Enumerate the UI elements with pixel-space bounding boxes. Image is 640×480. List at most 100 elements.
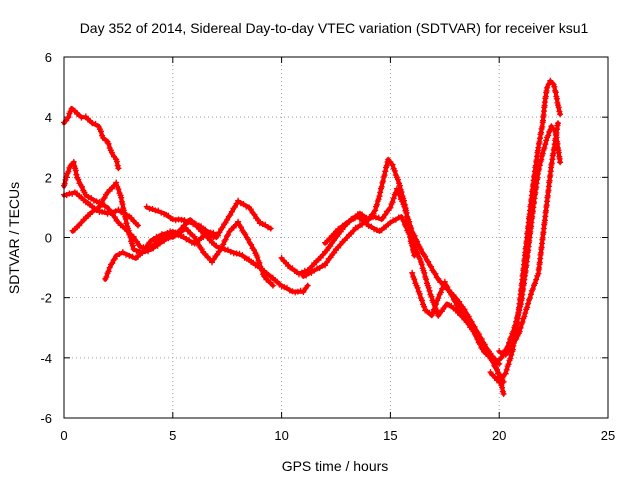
y-tick-label: -6 [40,411,52,426]
data-point-marker [259,267,266,274]
data-point-marker [412,244,419,251]
data-point-marker [172,217,179,224]
data-point-marker [127,234,134,241]
data-point-marker [118,194,125,201]
data-point-marker [498,354,505,361]
data-point-marker [82,191,89,198]
data-point-marker [111,214,118,220]
data-point-marker [414,238,421,245]
data-point-marker [337,241,344,248]
data-point-marker [400,218,407,224]
data-point-marker [541,145,548,151]
data-point-marker [281,284,288,291]
data-point-marker [403,210,410,216]
data-point-marker [251,247,257,253]
data-point-marker [376,193,383,200]
data-point-marker [108,149,115,156]
data-point-marker [432,270,439,277]
data-point-marker [411,232,418,239]
data-point-marker [256,259,263,266]
data-point-marker [82,113,89,120]
data-point-marker [198,246,205,253]
data-point-marker [106,264,113,271]
data-point-marker [521,313,528,320]
data-point-marker [79,183,85,190]
data-point-marker [278,283,285,290]
data-point-marker [414,250,421,257]
data-point-marker [525,300,532,307]
data-point-marker [294,288,301,295]
data-point-marker [491,374,498,380]
data-point-marker [327,243,334,250]
data-point-marker [538,156,545,163]
data-point-marker [377,189,384,196]
data-point-marker [527,295,533,302]
data-point-marker [242,231,249,238]
data-point-marker [438,308,445,315]
data-point-marker [75,176,82,183]
data-point-marker [89,120,96,127]
series-arc-4 [61,189,141,229]
data-point-marker [513,318,520,325]
data-point-marker [500,390,507,397]
data-point-marker [516,307,523,314]
data-point-marker [119,249,126,256]
x-tick-label: 25 [601,428,615,443]
data-point-marker [423,276,430,283]
data-point-marker [430,306,437,313]
x-axis-label: GPS time / hours [282,458,389,474]
data-point-marker [116,251,123,257]
data-point-marker [391,167,398,174]
data-point-marker [65,114,72,121]
data-point-marker [522,310,529,317]
data-point-marker [403,223,410,230]
data-point-marker [508,351,515,358]
data-point-marker [532,280,539,287]
data-point-marker [216,229,223,236]
data-point-marker [328,234,335,241]
data-point-marker [409,237,416,244]
data-point-marker [365,222,372,229]
data-point-marker [278,254,285,261]
data-point-marker [556,108,563,115]
data-point-marker [372,207,379,214]
data-point-marker [219,224,226,231]
data-point-marker [494,366,500,373]
data-point-marker [334,233,341,240]
data-point-marker [323,247,330,254]
data-point-marker [129,253,136,260]
data-point-marker [292,289,299,296]
data-point-marker [429,310,436,317]
data-point-marker [68,105,75,112]
data-point-marker [243,203,250,210]
data-point-marker [180,233,187,240]
data-point-marker [269,282,276,289]
data-point-marker [115,219,122,226]
data-point-marker [135,222,141,229]
y-tick-label: -4 [40,351,52,366]
data-point-marker [499,350,506,357]
data-point-marker [235,218,242,225]
y-tick-label: 6 [45,50,52,65]
data-point-marker [209,259,215,266]
data-point-marker [267,225,274,232]
data-point-marker [516,328,523,335]
data-point-marker [284,284,290,291]
data-point-marker [123,212,130,219]
data-point-marker [416,255,423,262]
data-point-marker [248,241,255,248]
data-point-marker [172,229,179,236]
data-point-marker [533,276,540,283]
data-point-marker [373,201,380,208]
plot-frame [63,56,609,419]
series-arc-1 [61,105,122,172]
data-point-marker [98,199,105,206]
data-point-marker [108,261,114,268]
data-point-marker [254,254,261,261]
data-point-marker [331,249,338,256]
data-point-marker [425,258,432,265]
x-tick-label: 10 [274,428,288,443]
data-point-marker [313,259,320,265]
data-point-marker [90,197,97,204]
data-point-marker [133,238,140,245]
